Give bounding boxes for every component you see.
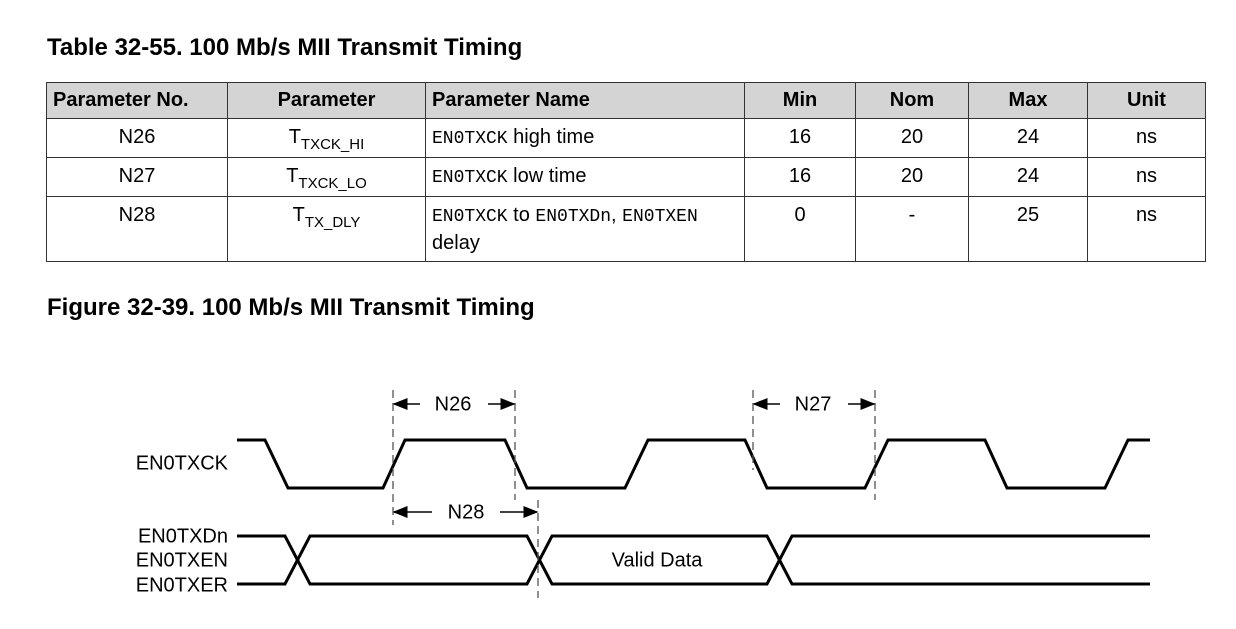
param-symbol: T [288,126,301,148]
timing-table: Parameter No. Parameter Parameter Name Min N… [46,82,1206,262]
cell: 16 [744,118,856,158]
interval-label: N27 [795,393,832,415]
param-subscript: TXCK_HI [300,136,365,153]
param-subscript: TXCK_LO [298,175,367,192]
table-title: Table 32-55. 100 Mb/s MII Transmit Timin… [47,34,523,61]
text: low time [507,165,587,187]
clock-waveform [237,438,1150,490]
signal-label: EN0TXER [136,574,228,596]
param-symbol: T [292,204,305,226]
signal-name: EN0TXCK [432,207,508,227]
table-row: N28 TTX_DLY EN0TXCK to EN0TXDn, EN0TXEN de… [46,196,1206,262]
header-cell: Parameter [227,82,426,119]
cell: 24 [968,157,1088,197]
header-cell: Max [968,82,1088,119]
interval-label: N26 [435,393,472,415]
cell: EN0TXCK to EN0TXDn, EN0TXEN delay [425,196,745,262]
cell: N26 [46,118,228,158]
text: to [507,204,536,226]
param-symbol: T [286,165,299,187]
cell: 25 [968,196,1088,262]
signal-name: EN0TXDn [535,207,612,227]
cell: 20 [855,157,969,197]
header-cell: Min [744,82,856,119]
signal-name: EN0TXEN [622,207,698,227]
header-cell: Nom [855,82,969,119]
header-cell: Unit [1087,82,1206,119]
cell: 24 [968,118,1088,158]
cell: TTXCK_HI [227,118,426,158]
signal-label: EN0TXEN [136,549,228,571]
param-subscript: TX_DLY [304,214,361,231]
valid-data-label: Valid Data [612,549,704,571]
text: delay [432,232,480,254]
cell: N28 [46,196,228,262]
cell: EN0TXCK low time [425,157,745,197]
interval-label: N28 [448,501,485,523]
cell: 16 [744,157,856,197]
header-cell: Parameter No. [46,82,228,119]
interval-arrows [392,398,876,518]
cell: 20 [855,118,969,158]
signal-label: EN0TXCK [136,452,229,474]
signal-label: EN0TXDn [138,525,228,547]
cell: ns [1087,118,1206,158]
cell: - [855,196,969,262]
text: , [611,204,623,226]
header-cell: Parameter Name [425,82,745,119]
text: high time [507,126,595,148]
cell: EN0TXCK high time [425,118,745,158]
table-row: N27 TTXCK_LO EN0TXCK low time 16 20 24 ns [46,157,1206,197]
header-row: Parameter No. Parameter Parameter Name Min N… [46,82,1206,119]
table-row: N26 TTXCK_HI EN0TXCK high time 16 20 24 ns [46,118,1206,158]
signal-name: EN0TXCK [432,168,508,188]
cell: ns [1087,196,1206,262]
signal-name: EN0TXCK [432,129,508,149]
figure-title: Figure 32-39. 100 Mb/s MII Transmit Timi… [47,294,535,321]
cell: TTXCK_LO [227,157,426,197]
bus-bottom [237,534,1150,586]
cell: 0 [744,196,856,262]
